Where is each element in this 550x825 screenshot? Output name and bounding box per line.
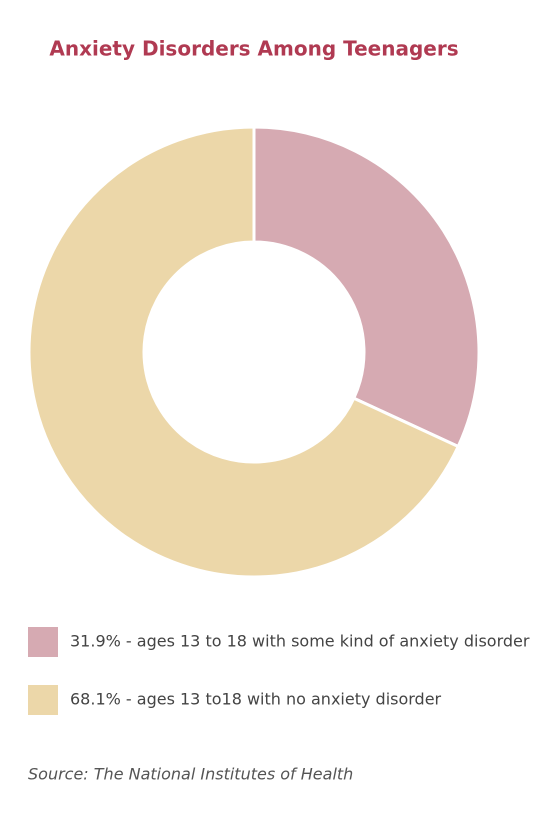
legend-label: 68.1% - ages 13 to18 with no anxiety dis… (70, 690, 442, 709)
legend-swatch (28, 685, 58, 715)
legend-label: 31.9% - ages 13 to 18 with some kind of … (70, 632, 530, 651)
source: Source: The National Institutes of Healt… (28, 765, 353, 784)
legend-swatch (28, 627, 58, 657)
chart-title: Anxiety Disorders Among Teenagers (49, 37, 458, 61)
donut-slice (252, 125, 481, 449)
donut-slice (27, 125, 461, 579)
